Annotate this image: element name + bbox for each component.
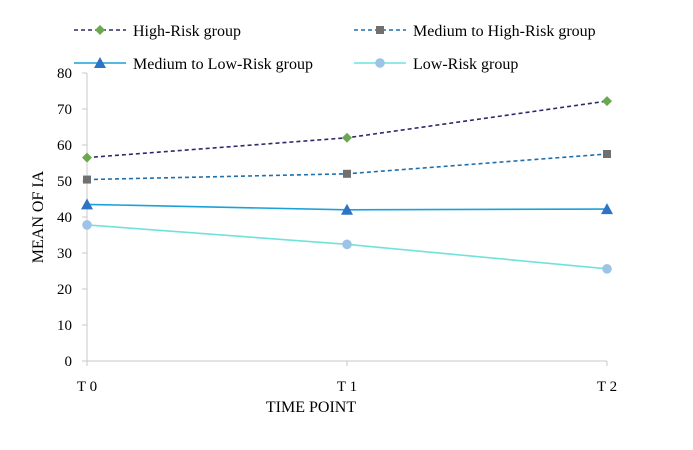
data-point	[602, 96, 612, 107]
legend-label: Low-Risk group	[413, 56, 518, 73]
data-point	[342, 239, 352, 250]
data-point	[342, 132, 352, 143]
series-layer	[81, 96, 613, 274]
data-point	[83, 175, 91, 184]
data-point	[82, 220, 92, 230]
axes: 0 10 20 30 40 50 60 70 80 T 0 T 1 T 2	[57, 66, 617, 395]
data-point	[82, 152, 92, 163]
x-axis-title: TIME POINT	[266, 399, 356, 416]
y-tick-label: 60	[57, 138, 72, 154]
y-tick-label: 0	[65, 354, 73, 370]
legend: High-Risk group Medium to High-Risk group…	[74, 23, 596, 73]
series-2	[83, 150, 611, 184]
data-point	[603, 150, 611, 158]
x-tick-label: T 1	[337, 379, 357, 395]
legend-label: Medium to High-Risk group	[413, 23, 596, 40]
series-1	[82, 96, 612, 163]
x-tick-label: T 0	[77, 379, 97, 395]
legend-marker	[376, 26, 384, 34]
y-tick-label: 80	[57, 66, 72, 82]
y-tick-label: 30	[57, 246, 72, 262]
y-tick-label: 20	[57, 282, 72, 298]
legend-marker	[375, 58, 385, 68]
legend-item: Medium to Low-Risk group	[74, 56, 313, 73]
y-tick-label: 50	[57, 174, 72, 190]
x-axis-ticks: T 0 T 1 T 2	[77, 361, 617, 395]
legend-marker	[94, 57, 106, 68]
legend-marker	[95, 25, 105, 35]
data-point	[343, 169, 351, 178]
x-tick-label: T 2	[597, 379, 617, 395]
y-tick-label: 10	[57, 318, 72, 334]
data-point	[601, 203, 613, 215]
data-point	[602, 264, 612, 274]
legend-label: High-Risk group	[133, 23, 241, 40]
series-3	[81, 198, 613, 215]
series-line	[86, 100, 608, 159]
legend-label: Medium to Low-Risk group	[133, 56, 313, 73]
y-tick-label: 40	[57, 210, 72, 226]
y-axis-title: MEAN OF IA	[30, 170, 47, 263]
legend-item: Low-Risk group	[354, 56, 518, 73]
data-point	[341, 203, 353, 215]
legend-item: High-Risk group	[74, 23, 241, 40]
legend-item: Medium to High-Risk group	[354, 23, 596, 40]
data-point	[81, 198, 93, 210]
series-4	[82, 220, 612, 274]
y-tick-label: 70	[57, 102, 72, 118]
y-axis-ticks: 0 10 20 30 40 50 60 70 80	[57, 66, 87, 370]
